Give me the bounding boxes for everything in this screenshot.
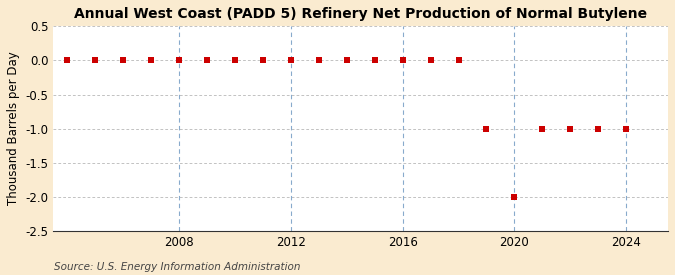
Point (90, 58, 101, 63)
Point (118, 58, 129, 63)
Point (565, 126, 576, 131)
Point (258, 58, 269, 63)
Point (173, 58, 184, 63)
Point (621, 126, 632, 131)
Title: Annual West Coast (PADD 5) Refinery Net Production of Normal Butylene: Annual West Coast (PADD 5) Refinery Net … (74, 7, 647, 21)
Point (369, 58, 380, 63)
Point (593, 126, 603, 131)
Point (537, 126, 547, 131)
Point (202, 58, 213, 63)
Point (425, 58, 436, 63)
Point (342, 58, 352, 63)
Point (313, 58, 324, 63)
Point (146, 58, 157, 63)
Point (62, 58, 73, 63)
Point (453, 58, 464, 63)
Point (286, 58, 296, 63)
Y-axis label: Thousand Barrels per Day: Thousand Barrels per Day (7, 52, 20, 205)
Text: Source: U.S. Energy Information Administration: Source: U.S. Energy Information Administ… (54, 262, 300, 272)
Point (230, 58, 240, 63)
Point (509, 195, 520, 199)
Point (481, 126, 492, 131)
Point (397, 58, 408, 63)
